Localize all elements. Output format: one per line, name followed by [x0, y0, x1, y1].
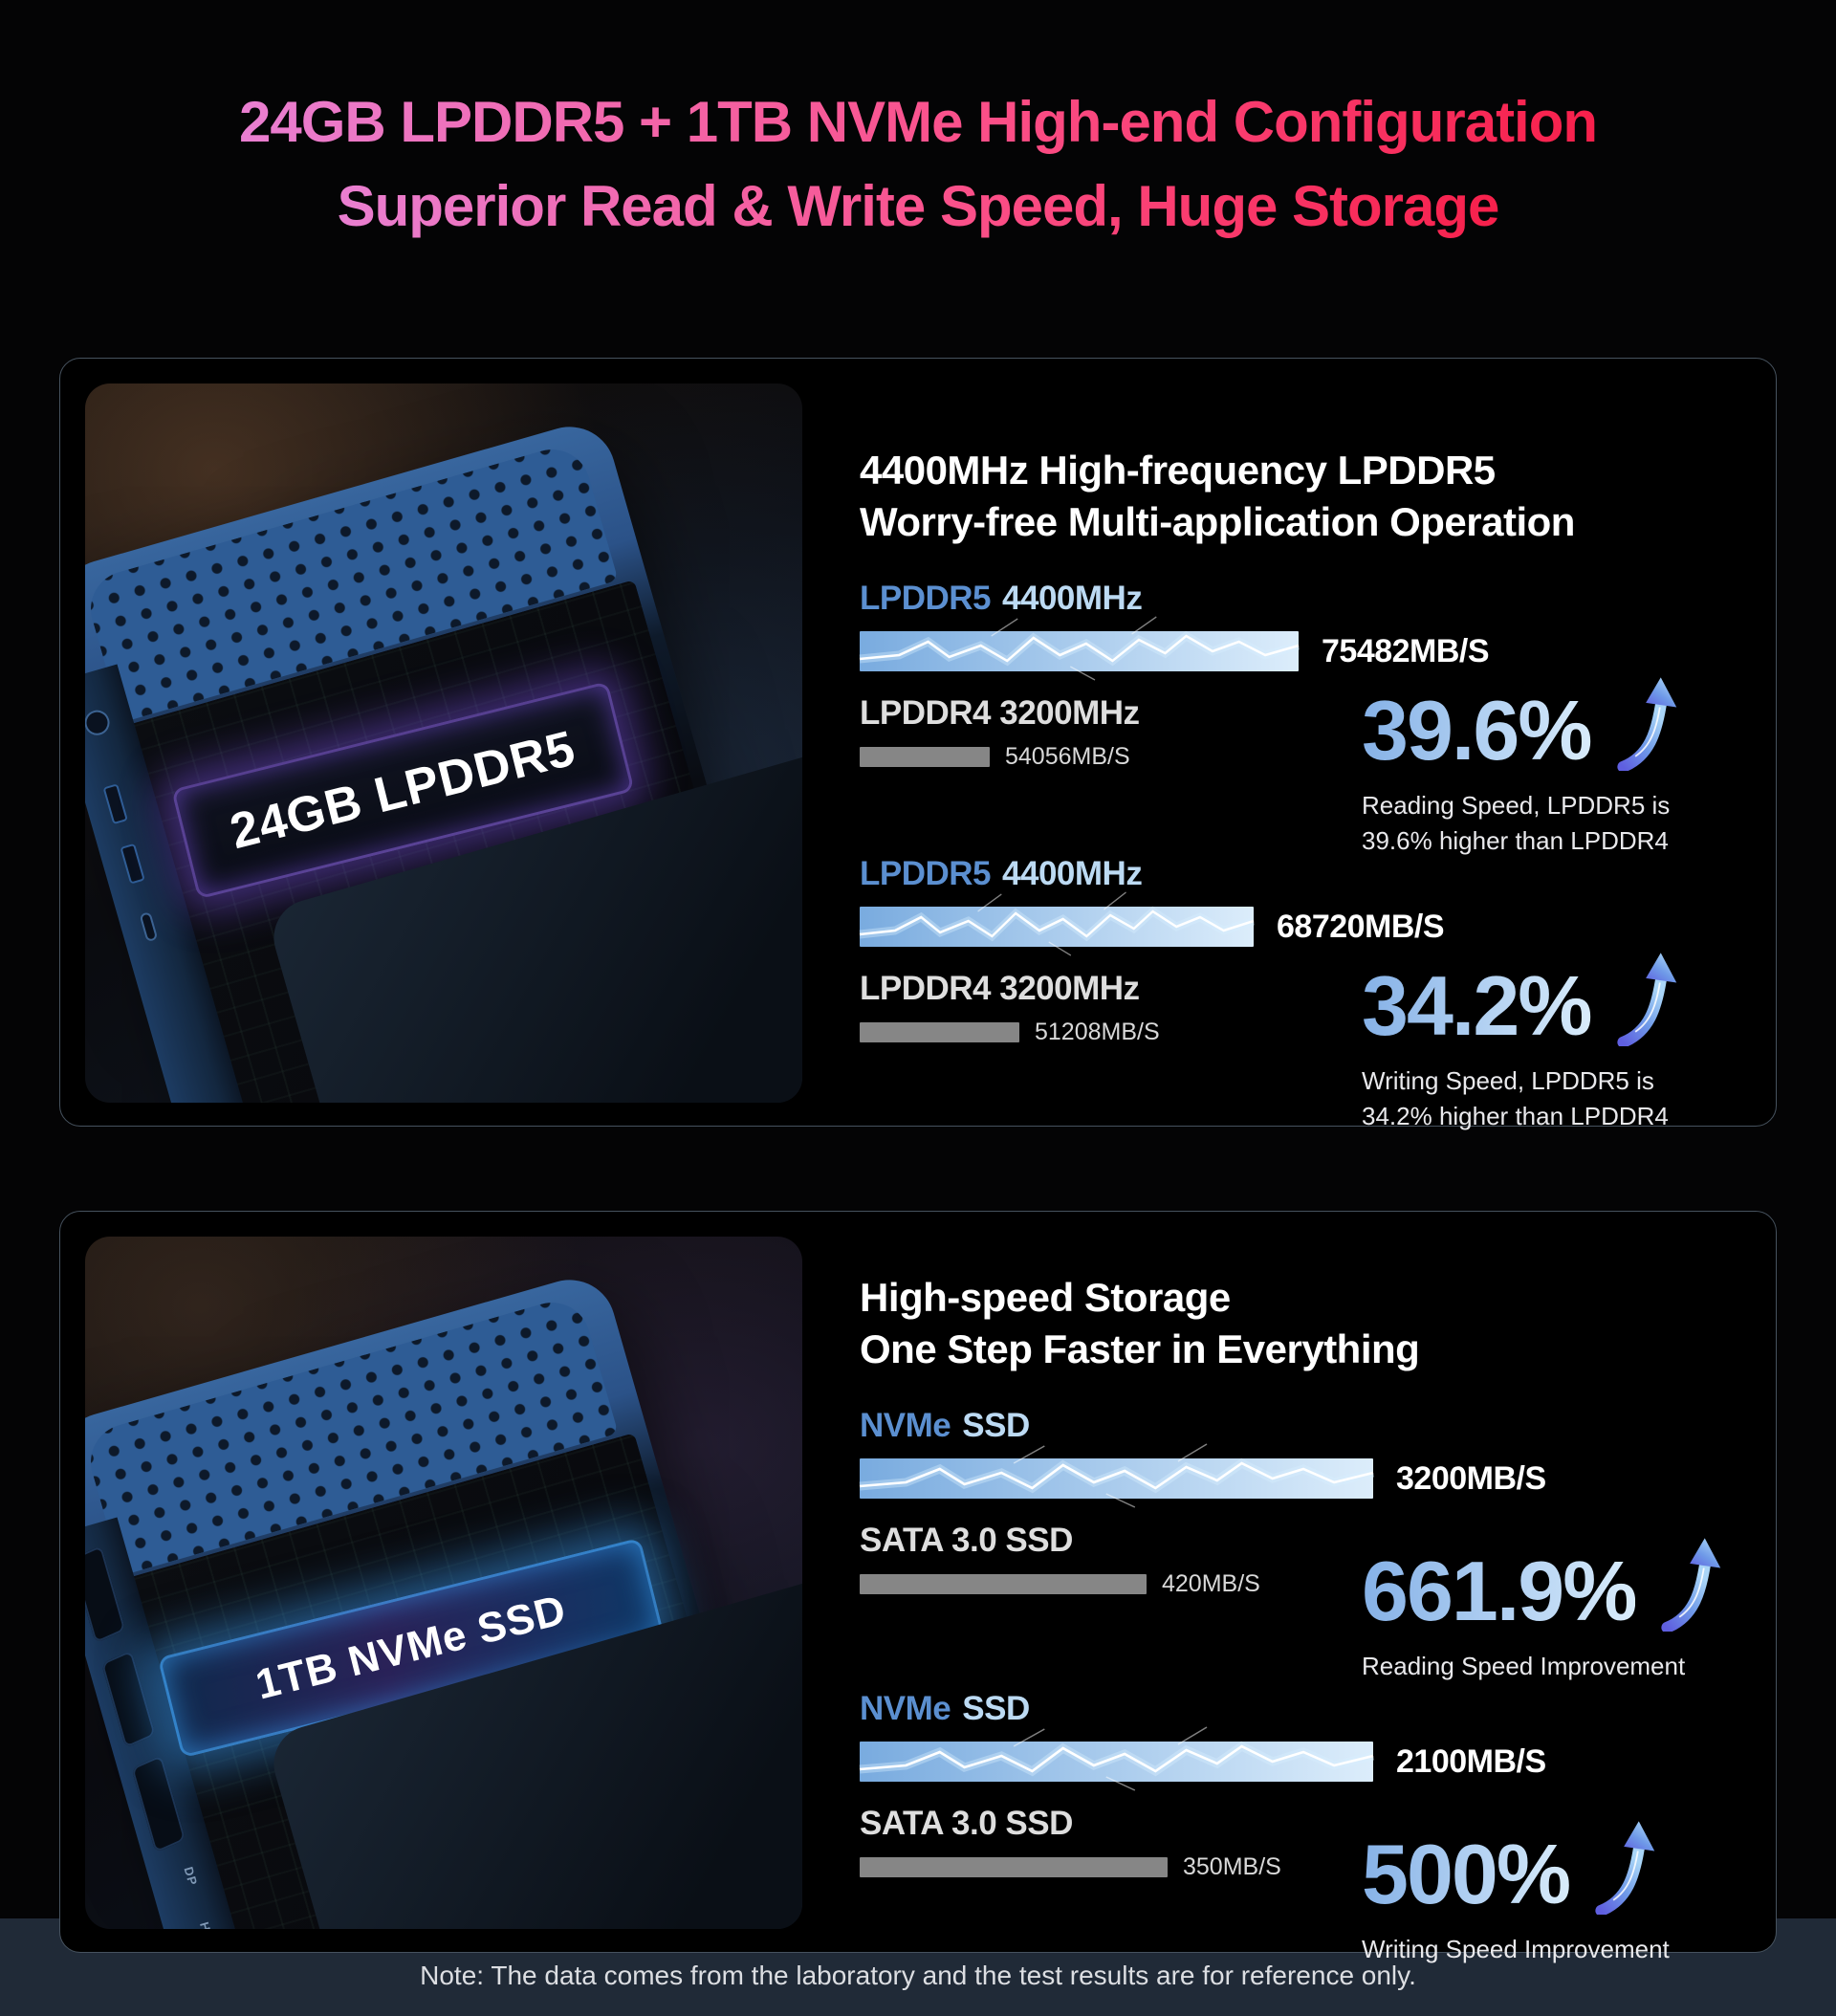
write-improvement-desc: Writing Speed, LPDDR5 is 34.2% higher th… — [1362, 1063, 1754, 1134]
lightning-icon — [859, 891, 1255, 956]
sata-label: SATA 3.0 SSD — [860, 1522, 1073, 1559]
page-title-line1: 24GB LPDDR5 + 1TB NVMe High-end Configur… — [0, 88, 1836, 172]
fast-spec: 4400MHz — [1002, 855, 1143, 892]
power-button-icon — [85, 707, 113, 738]
footer-note-text: Note: The data comes from the laboratory… — [420, 1961, 1416, 1990]
read-improvement-desc: Reading Speed Improvement — [1362, 1649, 1754, 1684]
fast-name: LPDDR5 — [860, 855, 992, 892]
vent-slot — [85, 1545, 126, 1644]
lpddr4-label: LPDDR4 3200MHz — [860, 694, 1140, 732]
write-improvement-percent: 34.2% — [1362, 958, 1593, 1053]
read-improvement-percent: 39.6% — [1362, 683, 1593, 778]
desc-line1: Reading Speed, LPDDR5 is — [1362, 791, 1671, 820]
nvme-read-value: 3200MB/S — [1396, 1459, 1546, 1497]
desc-line1: Reading Speed Improvement — [1362, 1652, 1686, 1680]
fast-name: NVMe — [860, 1690, 951, 1727]
lpddr5-write-value: 68720MB/S — [1277, 908, 1445, 945]
write-improvement-badge: 500% Writing Speed Improvement — [1362, 1819, 1754, 1967]
lpddr4-write-bar — [860, 1021, 1019, 1042]
nvme-label: NVMe SSD — [860, 1690, 1695, 1728]
lightning-icon — [859, 1443, 1375, 1508]
sata-read-value: 420MB/S — [1162, 1569, 1260, 1597]
read-improvement-badge: 661.9% Reading Speed Improvement — [1362, 1536, 1754, 1684]
write-improvement-desc: Writing Speed Improvement — [1362, 1932, 1754, 1967]
memory-heading: 4400MHz High-frequency LPDDR5 Worry-free… — [860, 445, 1695, 548]
up-arrow-icon — [1595, 1821, 1655, 1915]
up-arrow-icon — [1661, 1538, 1721, 1632]
fast-spec: 4400MHz — [1002, 580, 1143, 617]
page-title-line1-text: 24GB LPDDR5 + 1TB NVMe High-end Configur… — [239, 88, 1598, 157]
lightning-icon — [859, 1726, 1375, 1791]
storage-heading: High-speed Storage One Step Faster in Ev… — [860, 1272, 1695, 1375]
read-improvement-desc: Reading Speed, LPDDR5 is 39.6% higher th… — [1362, 788, 1754, 859]
desc-line2: 34.2% higher than LPDDR4 — [1362, 1102, 1669, 1130]
desc-line2: 39.6% higher than LPDDR4 — [1362, 826, 1669, 855]
desc-line1: Writing Speed, LPDDR5 is — [1362, 1066, 1654, 1095]
storage-product-photo: DP HDMI 1TB NVMe SSD — [85, 1237, 802, 1929]
sata-write-value: 350MB/S — [1183, 1852, 1281, 1880]
memory-product-photo: 24GB LPDDR5 — [85, 383, 802, 1103]
sata-write-bar — [860, 1856, 1168, 1877]
memory-card: 24GB LPDDR5 4400MHz High-frequency LPDDR… — [59, 358, 1777, 1130]
write-improvement-badge: 34.2% Writing Speed, LPDDR5 is 34.2% hig… — [1362, 951, 1754, 1134]
write-improvement-percent: 500% — [1362, 1827, 1571, 1921]
storage-card: DP HDMI 1TB NVMe SSD High-speed Storage … — [59, 1211, 1777, 1963]
memory-heading-line1: 4400MHz High-frequency LPDDR5 — [860, 448, 1496, 493]
dp-port-label: DP — [181, 1865, 201, 1888]
lpddr5-read-bar — [859, 616, 1300, 681]
usb-port-icon — [120, 843, 145, 885]
nvme-label: NVMe SSD — [860, 1407, 1695, 1445]
memory-write-comparison: LPDDR5 4400MHz 68720MB/S LPDDR4 3200MHz 5… — [859, 855, 1695, 1130]
read-improvement-badge: 39.6% Reading Speed, LPDDR5 is 39.6% hig… — [1362, 675, 1754, 859]
up-arrow-icon — [1616, 677, 1676, 771]
fast-spec: SSD — [962, 1407, 1030, 1444]
lpddr4-label: LPDDR4 3200MHz — [860, 970, 1140, 1007]
storage-read-comparison: NVMe SSD 3200MB/S SATA 3.0 SSD 420MB/S — [859, 1407, 1721, 1680]
storage-heading-line2: One Step Faster in Everything — [860, 1326, 1420, 1371]
lightning-icon — [859, 616, 1300, 681]
storage-write-comparison: NVMe SSD 2100MB/S SATA 3.0 SSD 350MB/S — [859, 1690, 1695, 1963]
usb-c-port-icon — [139, 911, 159, 943]
vent-slot — [131, 1755, 186, 1853]
page-title-line2-text: Superior Read & Write Speed, Huge Storag… — [338, 172, 1500, 241]
page-title-line2: Superior Read & Write Speed, Huge Storag… — [0, 172, 1836, 256]
nvme-write-value: 2100MB/S — [1396, 1742, 1546, 1780]
usb-port-icon — [102, 783, 128, 825]
memory-heading-line2: Worry-free Multi-application Operation — [860, 499, 1575, 544]
nvme-read-bar — [859, 1443, 1375, 1508]
storage-chart-panel: High-speed Storage One Step Faster in Ev… — [802, 1237, 1721, 1963]
sata-read-bar — [860, 1573, 1147, 1594]
read-improvement-percent: 661.9% — [1362, 1544, 1637, 1638]
desc-line1: Writing Speed Improvement — [1362, 1935, 1670, 1963]
page-title: 24GB LPDDR5 + 1TB NVMe High-end Configur… — [0, 0, 1836, 256]
up-arrow-icon — [1616, 953, 1676, 1046]
nvme-write-bar — [859, 1726, 1375, 1791]
storage-heading-line1: High-speed Storage — [860, 1275, 1231, 1320]
lpddr4-write-value: 51208MB/S — [1035, 1018, 1160, 1045]
memory-read-comparison: LPDDR5 4400MHz 75482MB/S LPDDR4 3200MHz 5… — [859, 580, 1695, 855]
fast-name: NVMe — [860, 1407, 951, 1444]
lpddr5-write-bar — [859, 891, 1255, 956]
vent-slot — [100, 1650, 156, 1748]
lpddr5-label: LPDDR5 4400MHz — [860, 580, 1695, 618]
lpddr5-label: LPDDR5 4400MHz — [860, 855, 1695, 893]
lpddr4-read-value: 54056MB/S — [1005, 742, 1130, 770]
hdmi-port-label: HDMI — [197, 1920, 221, 1929]
fast-name: LPDDR5 — [860, 580, 992, 617]
lpddr5-read-value: 75482MB/S — [1322, 632, 1490, 669]
memory-chart-panel: 4400MHz High-frequency LPDDR5 Worry-free… — [802, 383, 1695, 1130]
sata-label: SATA 3.0 SSD — [860, 1805, 1073, 1842]
lpddr4-read-bar — [860, 746, 990, 767]
fast-spec: SSD — [962, 1690, 1030, 1727]
